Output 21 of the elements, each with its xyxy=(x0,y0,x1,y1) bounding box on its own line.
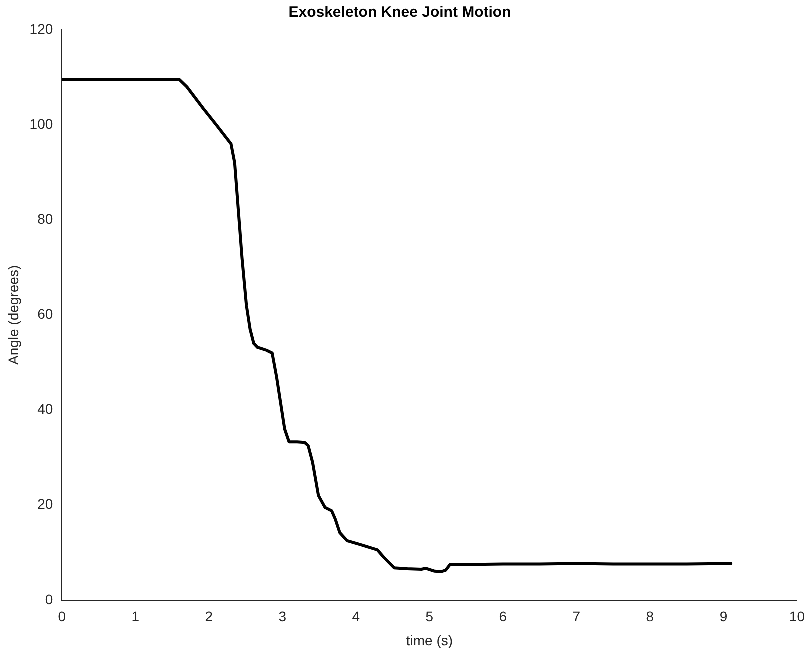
x-tick-label: 6 xyxy=(499,608,508,625)
x-tick-label: 2 xyxy=(205,608,214,625)
x-tick-label: 5 xyxy=(426,608,434,625)
y-tick-label: 100 xyxy=(30,116,54,132)
y-tick-label: 0 xyxy=(45,591,54,608)
y-axis-title: Angle (degrees) xyxy=(5,265,22,366)
x-tick-label: 3 xyxy=(278,608,287,625)
x-tick-label: 4 xyxy=(352,608,360,625)
x-tick-label: 8 xyxy=(646,608,654,625)
x-tick-label: 7 xyxy=(572,608,581,625)
x-tick-label: 10 xyxy=(789,608,806,625)
y-tick-label: 40 xyxy=(38,401,54,418)
y-tick-label: 80 xyxy=(38,210,54,227)
x-tick-label: 1 xyxy=(132,608,140,625)
y-tick-label: 120 xyxy=(30,20,54,37)
x-tick-label: 9 xyxy=(720,608,728,625)
y-tick-label: 60 xyxy=(38,306,54,322)
chart-title: Exoskeleton Knee Joint Motion xyxy=(288,4,512,22)
x-tick-label: 0 xyxy=(58,608,66,625)
y-tick-label: 20 xyxy=(38,496,54,512)
x-axis-title: time (s) xyxy=(406,632,454,648)
